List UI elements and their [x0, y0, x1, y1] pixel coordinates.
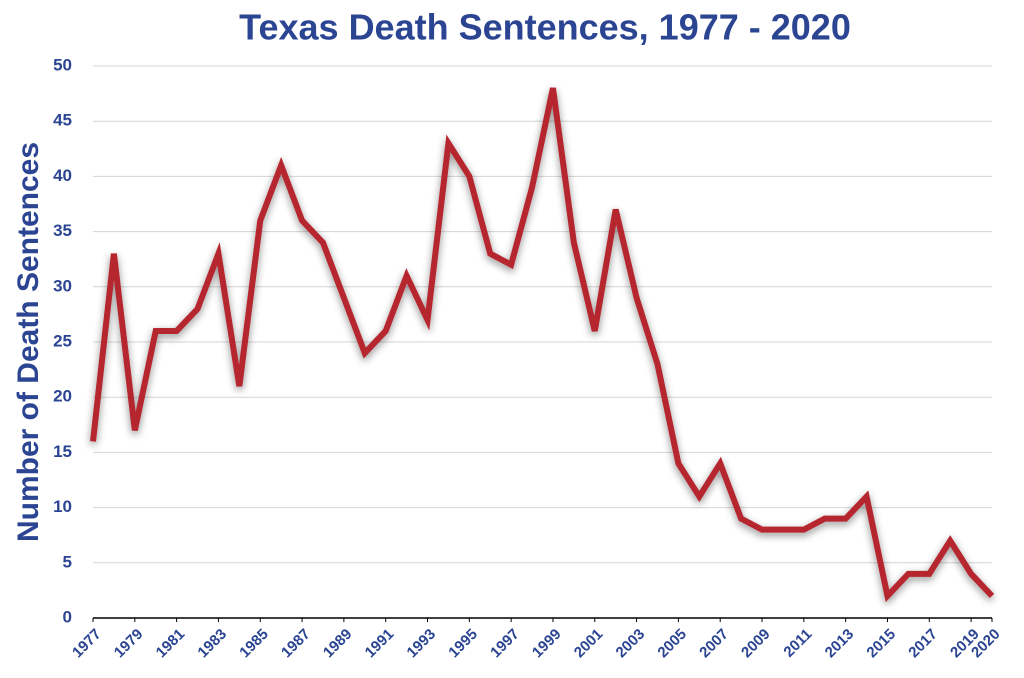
x-tick-label: 1983: [194, 626, 230, 662]
y-tick-label: 45: [53, 111, 72, 130]
x-tick-label: 1991: [362, 626, 398, 662]
y-tick-label: 25: [53, 331, 72, 350]
y-tick-label: 15: [53, 442, 72, 461]
x-tick-label: 1979: [111, 626, 147, 662]
x-tick-label: 1995: [445, 626, 481, 662]
x-tick-label: 1977: [69, 626, 105, 662]
y-axis-label: Number of Death Sentences: [12, 142, 45, 542]
x-tick-label: 1985: [236, 626, 272, 662]
y-tick-label: 50: [53, 55, 72, 74]
y-tick-label: 5: [63, 552, 72, 571]
x-tick-label: 1989: [320, 626, 356, 662]
x-tick-label: 2005: [654, 626, 690, 662]
x-tick-label: 2007: [696, 626, 732, 662]
x-tick-label: 2009: [738, 626, 774, 662]
x-tick-label: 1981: [153, 626, 189, 662]
x-tick-label: 2015: [863, 626, 899, 662]
x-tick-label: 2003: [613, 626, 649, 662]
y-tick-label: 35: [53, 221, 72, 240]
x-tick-label: 1987: [278, 626, 314, 662]
y-tick-label: 10: [53, 497, 72, 516]
y-tick-label: 0: [63, 607, 72, 626]
x-tick-label: 2017: [905, 626, 941, 662]
x-tick-label: 2013: [822, 626, 858, 662]
x-tick-label: 2001: [571, 626, 607, 662]
x-tick-label: 1997: [487, 626, 523, 662]
y-tick-label: 40: [53, 166, 72, 185]
x-tick-label: 2011: [780, 626, 815, 661]
x-tick-label: 1999: [529, 626, 565, 662]
x-tick-label: 1993: [404, 626, 440, 662]
chart-title: Texas Death Sentences, 1977 - 2020: [239, 7, 851, 48]
y-tick-label: 20: [53, 387, 72, 406]
y-tick-label: 30: [53, 276, 72, 295]
data-line: [90, 87, 995, 603]
